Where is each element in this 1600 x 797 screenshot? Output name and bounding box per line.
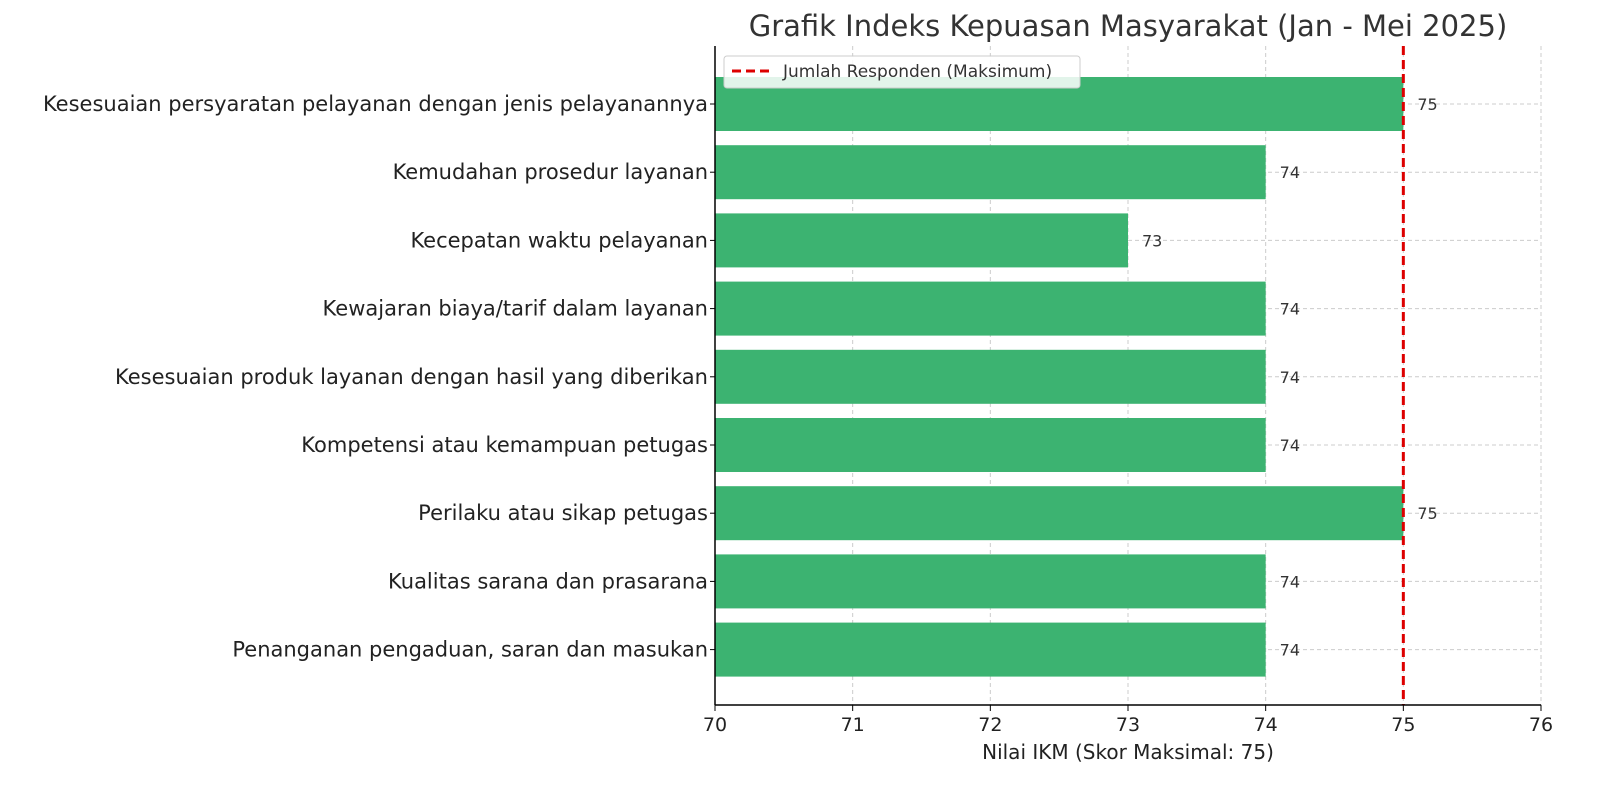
bar [715, 486, 1404, 541]
legend: Jumlah Responden (Maksimum) [723, 55, 1081, 89]
category-label: Kualitas sarana dan prasarana [388, 569, 708, 593]
value-label: 73 [1142, 231, 1162, 250]
bars [715, 77, 1404, 677]
value-label: 74 [1280, 436, 1300, 455]
category-label: Kewajaran biaya/tarif dalam layanan [323, 297, 708, 321]
value-label: 74 [1280, 641, 1300, 660]
value-label: 74 [1280, 300, 1300, 319]
category-label: Kesesuaian produk layanan dengan hasil y… [115, 365, 708, 389]
bar [715, 554, 1266, 609]
legend-box [723, 55, 1081, 89]
bar [715, 281, 1266, 336]
x-tick-label: 71 [841, 714, 865, 736]
value-labels: 75 74 73 74 74 74 75 74 74 [1142, 95, 1438, 660]
bar [715, 213, 1128, 268]
bar [715, 418, 1266, 472]
value-label: 75 [1417, 504, 1437, 523]
value-label: 74 [1280, 572, 1300, 591]
category-label: Penanganan pengaduan, saran dan masukan [232, 638, 708, 662]
value-label: 74 [1280, 368, 1300, 387]
legend-label: Jumlah Responden (Maksimum) [782, 62, 1052, 82]
value-label: 75 [1417, 95, 1437, 114]
x-tick-label: 70 [703, 714, 727, 736]
category-label: Perilaku atau sikap petugas [418, 501, 708, 525]
bar [715, 145, 1266, 200]
value-label: 74 [1280, 163, 1300, 182]
bar [715, 349, 1266, 404]
category-label: Kompetensi atau kemampuan petugas [301, 433, 708, 457]
x-tick-label: 76 [1529, 714, 1553, 736]
axes: 70 71 72 73 74 75 76 [703, 46, 1553, 736]
bar [715, 622, 1266, 677]
x-tick-label: 72 [978, 714, 1002, 736]
category-labels: Kesesuaian persyaratan pelayanan dengan … [43, 92, 708, 662]
category-label: Kemudahan prosedur layanan [393, 160, 708, 184]
category-label: Kesesuaian persyaratan pelayanan dengan … [43, 92, 708, 116]
x-tick-label: 73 [1116, 714, 1140, 736]
chart-title: Grafik Indeks Kepuasan Masyarakat (Jan -… [749, 9, 1508, 43]
x-axis-label: Nilai IKM (Skor Maksimal: 75) [982, 740, 1274, 764]
category-label: Kecepatan waktu pelayanan [410, 228, 708, 252]
x-tick-label: 75 [1391, 714, 1415, 736]
x-tick-label: 74 [1254, 714, 1278, 736]
